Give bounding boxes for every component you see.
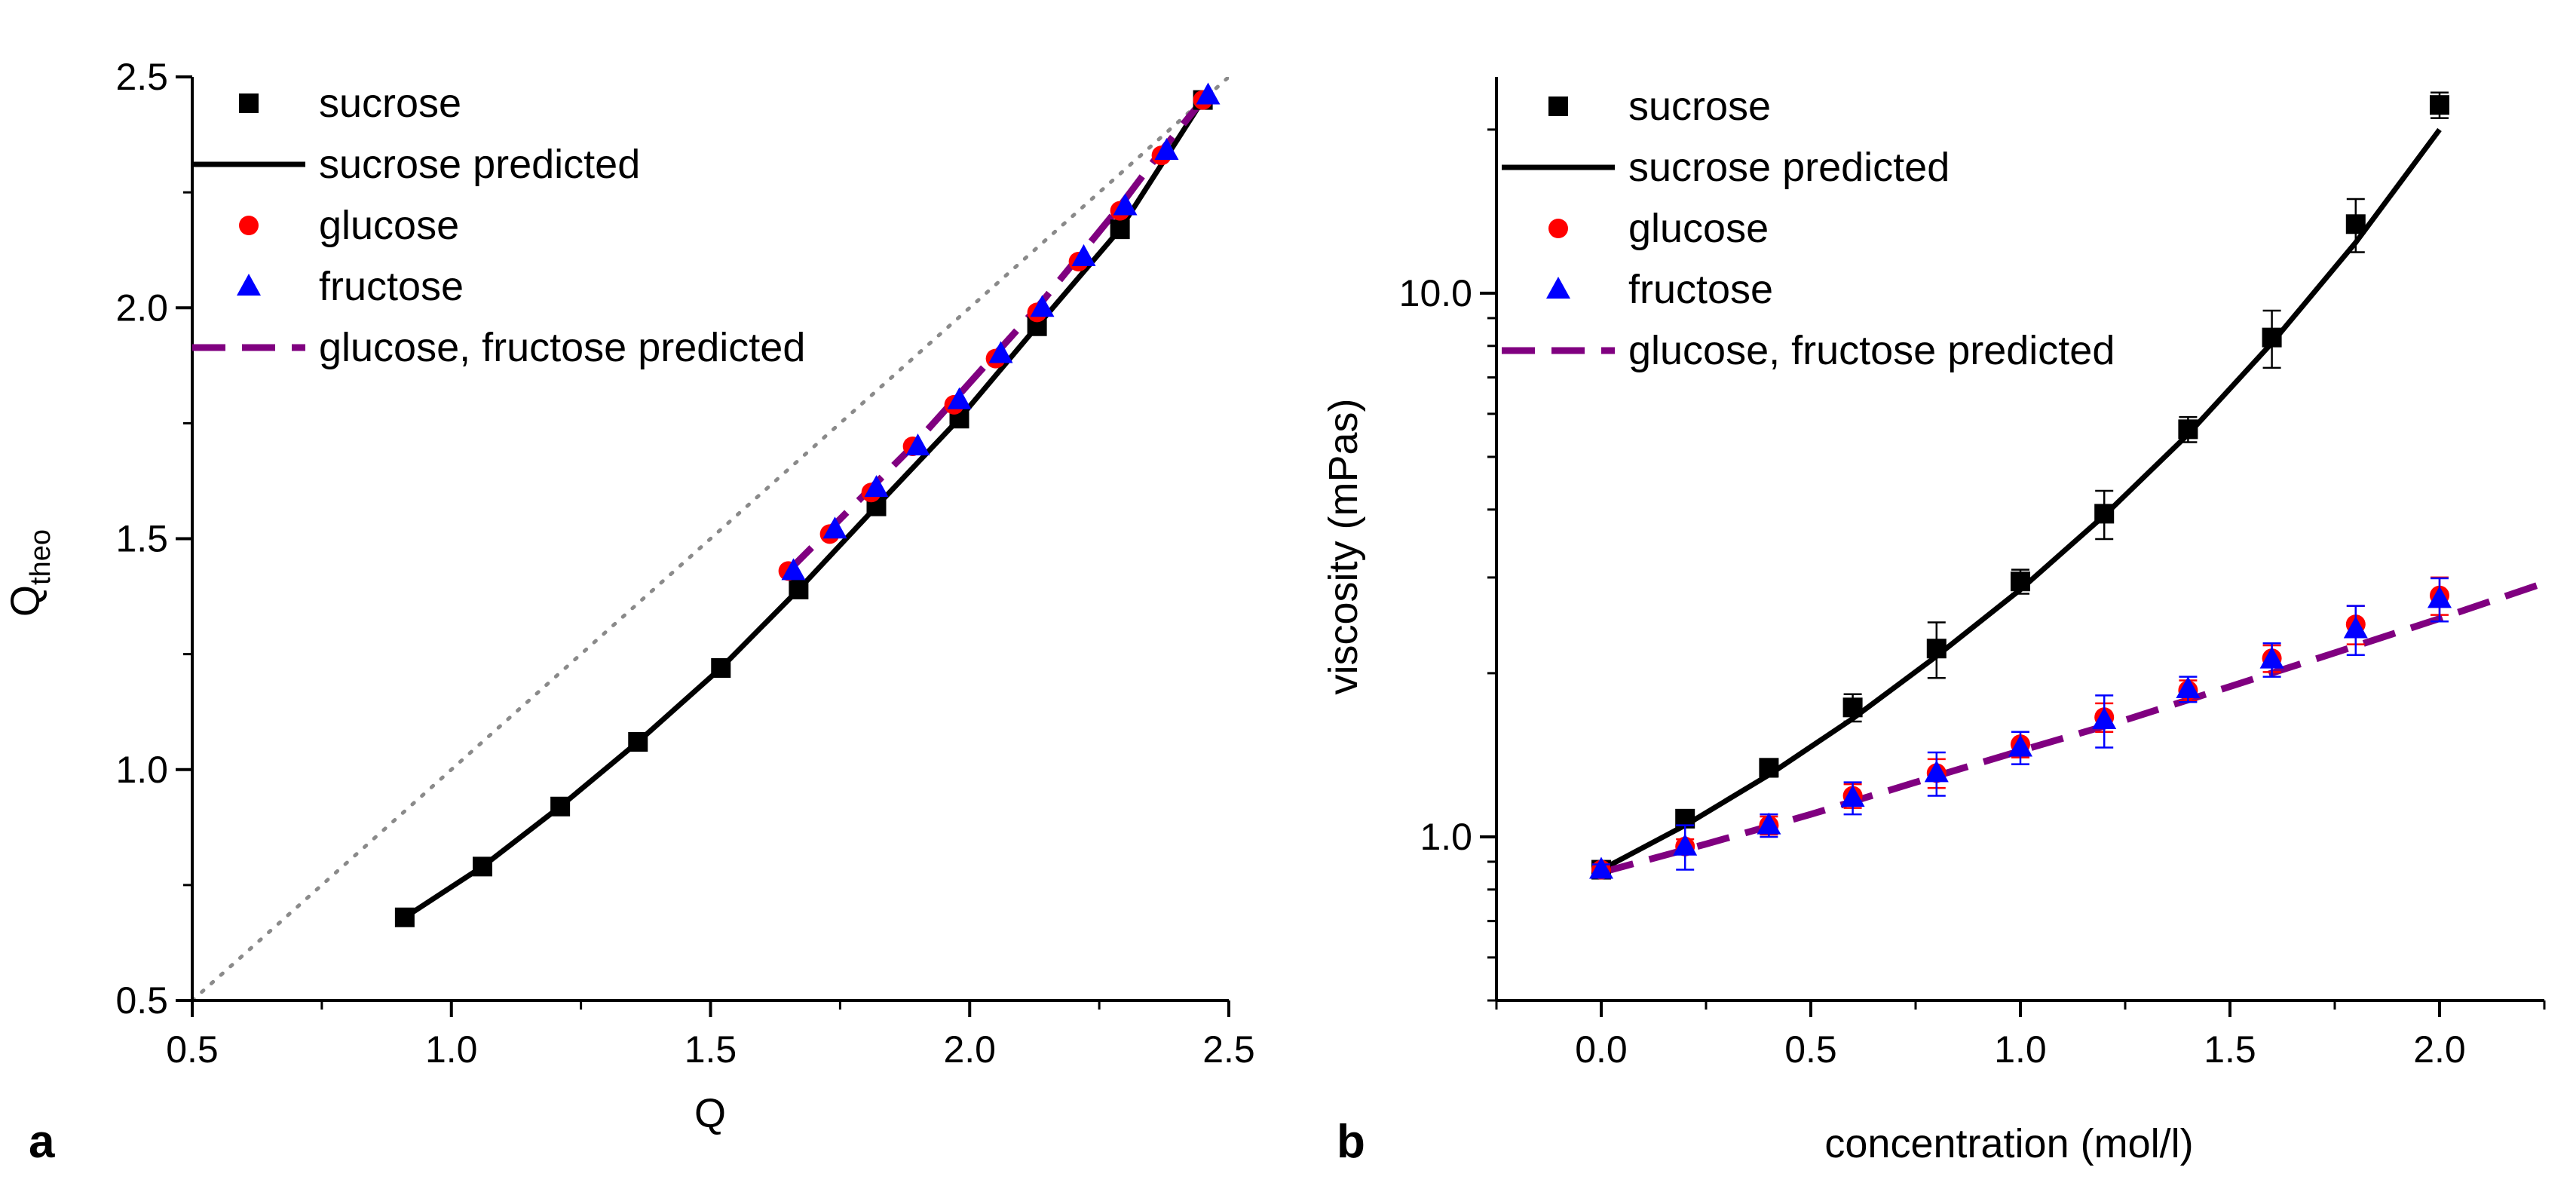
- legend-marker-glucose-a: [239, 216, 259, 235]
- line-glucose-fructose-predicted-a: [786, 97, 1206, 574]
- point-sucrose-b: [1926, 639, 1947, 659]
- x-tick-label-a: 1.0: [425, 1028, 478, 1071]
- point-fructose-b: [1840, 785, 1865, 807]
- point-sucrose-a: [1110, 219, 1130, 240]
- point-sucrose-b: [1842, 697, 1863, 718]
- point-fructose-a: [905, 434, 930, 455]
- point-fructose-a: [781, 558, 806, 581]
- legend-marker-glucose-b: [1548, 219, 1568, 238]
- point-fructose-a: [1196, 82, 1221, 105]
- axes-a: 0.5 1.0 1.5 2.0 2.5 0.5 1.0 1.5 2.0 2.5: [115, 56, 1254, 1071]
- y-tick-label-a: 2.5: [115, 56, 168, 98]
- legend-label-sucrose-predicted-a: sucrose predicted: [319, 142, 640, 187]
- point-sucrose-b: [2345, 214, 2366, 234]
- legend-marker-sucrose-b: [1548, 97, 1568, 116]
- legend-marker-fructose-a: [237, 274, 261, 296]
- line-sucrose-predicted-a: [403, 98, 1205, 920]
- x-tick-label-b: 2.0: [2413, 1028, 2466, 1071]
- point-sucrose-a: [550, 796, 571, 817]
- y-tick-label-a: 2.0: [115, 286, 168, 329]
- y-tick-label-b: 1.0: [1420, 816, 1472, 858]
- series-points-b: [1589, 91, 2452, 880]
- legend-label-glucose-a: glucose: [319, 203, 459, 248]
- point-fructose-b: [2427, 586, 2452, 608]
- y-tick-label-a: 1.0: [115, 749, 168, 791]
- y-tick-label-b: 10.0: [1399, 272, 1472, 314]
- panel-label-a: a: [29, 1116, 55, 1168]
- legend-marker-sucrose-a: [239, 93, 259, 113]
- point-fructose-b: [2092, 707, 2117, 730]
- point-fructose-b: [2176, 676, 2201, 698]
- legend-label-sucrose-b: sucrose: [1628, 84, 1771, 129]
- legend-label-fructose-b: fructose: [1628, 267, 1773, 312]
- point-sucrose-a: [628, 732, 648, 752]
- point-sucrose-a: [711, 658, 731, 678]
- legend-b: sucrose sucrose predicted glucose fructose g…: [1502, 84, 2115, 373]
- x-tick-label-a: 2.5: [1202, 1028, 1255, 1071]
- point-fructose-a: [988, 341, 1013, 363]
- panel-label-b: b: [1337, 1116, 1365, 1168]
- y-tick-label-a: 0.5: [115, 979, 168, 1022]
- point-fructose-a: [947, 387, 972, 409]
- y-axis-title-a: Qtheo: [3, 529, 57, 617]
- point-sucrose-b: [2011, 571, 2030, 592]
- point-fructose-b: [1673, 833, 1698, 856]
- legend-label-sucrose-a: sucrose: [319, 81, 461, 126]
- reference-line-y-x: [192, 77, 1229, 1000]
- y-tick-label-a: 1.5: [115, 518, 168, 560]
- point-sucrose-a: [394, 907, 415, 927]
- point-fructose-a: [822, 516, 847, 539]
- y-axis-title-sub-a: theo: [25, 529, 57, 585]
- legend-label-glucose-b: glucose: [1628, 206, 1769, 251]
- point-fructose-a: [1030, 295, 1055, 317]
- x-tick-label-a: 0.5: [166, 1028, 219, 1071]
- panel-a: 0.5 1.0 1.5 2.0 2.50.51.01.52.02.5 sucrosesu…: [3, 56, 1255, 1168]
- x-tick-label-b: 0.5: [1784, 1028, 1837, 1071]
- point-fructose-b: [2008, 734, 2032, 757]
- x-tick-label-b: 0.0: [1575, 1028, 1628, 1071]
- axes-b: 0.0 0.5 1.0 1.5 2.0 1.0 10.0: [1399, 77, 2546, 1071]
- x-axis-title-a: Q: [694, 1091, 726, 1136]
- reference-line-group: [192, 77, 1229, 1000]
- panel-b: 0.0 0.5 1.0 1.5 2.0 1.0 10.0 sucrose sucrose pr…: [1321, 77, 2546, 1168]
- point-sucrose-a: [789, 579, 809, 599]
- point-fructose-b: [1757, 812, 1781, 835]
- legend-a: sucrose sucrose predicted glucose fructose g…: [192, 81, 805, 370]
- legend-label-sucrose-predicted-b: sucrose predicted: [1628, 145, 1950, 190]
- point-sucrose-a: [473, 856, 492, 877]
- legend-marker-fructose-b: [1546, 277, 1570, 299]
- y-axis-title-main-a: Q: [3, 585, 48, 617]
- point-fructose-a: [1113, 193, 1138, 216]
- point-fructose-b: [2343, 616, 2368, 639]
- y-axis-title-b: viscosity (mPas): [1321, 398, 1366, 694]
- legend-label-fructose-a: fructose: [319, 264, 464, 309]
- x-tick-label-b: 1.0: [1994, 1028, 2047, 1071]
- point-fructose-a: [864, 475, 889, 498]
- point-fructose-a: [1154, 138, 1179, 160]
- point-fructose-b: [1589, 856, 1613, 879]
- x-tick-label-b: 1.5: [2204, 1028, 2256, 1071]
- legend-label-glucose-fructose-predicted-b: glucose, fructose predicted: [1628, 328, 2115, 373]
- line-glucose-fructose-predicted-b: [1600, 580, 2544, 876]
- x-tick-label-a: 2.0: [943, 1028, 996, 1071]
- x-tick-label-a: 1.5: [685, 1028, 737, 1071]
- series-lines-a: [403, 97, 1206, 920]
- series-points-a: [394, 82, 1221, 927]
- point-fructose-b: [1924, 760, 1949, 783]
- x-axis-title-b: concentration (mol/l): [1824, 1121, 2193, 1166]
- point-sucrose-b: [2178, 419, 2198, 440]
- point-sucrose-b: [2430, 95, 2449, 115]
- point-fructose-a: [1071, 244, 1096, 266]
- legend-label-glucose-fructose-predicted-a: glucose, fructose predicted: [319, 325, 805, 370]
- point-fructose-b: [2259, 646, 2284, 669]
- point-sucrose-b: [2094, 504, 2115, 524]
- point-sucrose-b: [1759, 758, 1779, 778]
- point-sucrose-b: [2262, 327, 2282, 348]
